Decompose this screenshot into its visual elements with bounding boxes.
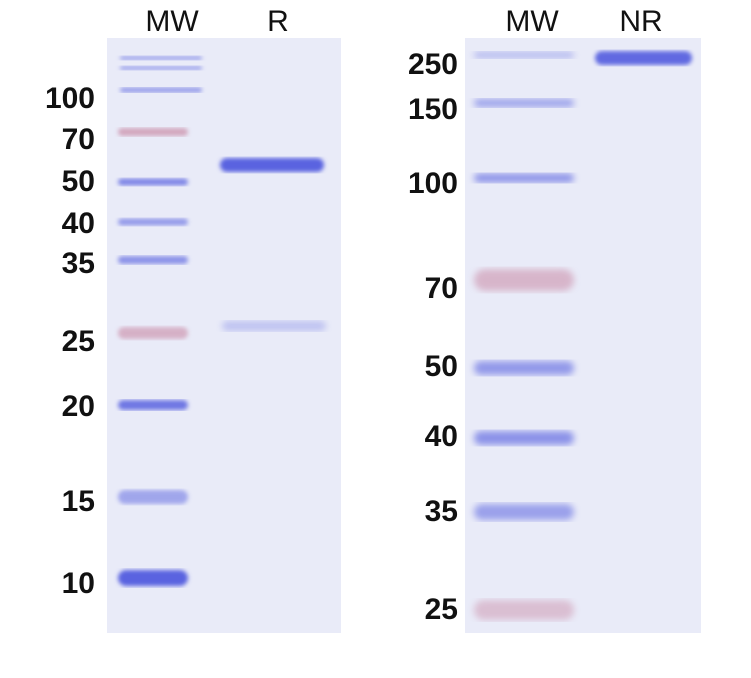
- marker-label-25: 25: [425, 593, 458, 626]
- ladder-band: [118, 178, 188, 186]
- ladder-band: [474, 173, 574, 183]
- marker-label-150: 150: [408, 93, 458, 126]
- ladder-band: [474, 99, 574, 107]
- ladder-band: [474, 269, 574, 291]
- sample-band-nr: [595, 51, 692, 65]
- gel-right: [465, 38, 701, 633]
- marker-label-35: 35: [62, 247, 95, 280]
- sample-band-r-light: [222, 321, 326, 331]
- marker-label-25: 25: [62, 325, 95, 358]
- marker-label-100: 100: [45, 82, 95, 115]
- marker-label-20: 20: [62, 390, 95, 423]
- ladder-band: [120, 87, 202, 93]
- ladder-band: [474, 361, 574, 375]
- lane-label-r: R: [267, 5, 289, 38]
- ladder-band: [474, 600, 574, 620]
- ladder-band: [118, 490, 188, 504]
- sample-band-r-heavy: [220, 158, 324, 172]
- lane-label-mw-right: MW: [505, 5, 559, 38]
- marker-label-100: 100: [408, 167, 458, 200]
- lane-label-nr: NR: [619, 5, 662, 38]
- ladder-band: [474, 431, 574, 445]
- marker-label-35: 35: [425, 495, 458, 528]
- marker-label-40: 40: [425, 420, 458, 453]
- marker-label-10: 10: [62, 567, 95, 600]
- marker-label-50: 50: [62, 165, 95, 198]
- ladder-band: [118, 400, 188, 410]
- marker-label-70: 70: [62, 123, 95, 156]
- marker-label-50: 50: [425, 350, 458, 383]
- ladder-band: [118, 256, 188, 264]
- marker-label-70: 70: [425, 272, 458, 305]
- marker-label-40: 40: [62, 207, 95, 240]
- ladder-band: [474, 504, 574, 520]
- ladder-band: [118, 218, 188, 226]
- ladder-band: [474, 52, 574, 58]
- ladder-band: [118, 327, 188, 339]
- marker-label-15: 15: [62, 485, 95, 518]
- ladder-band: [120, 66, 202, 70]
- ladder-band: [118, 570, 188, 586]
- ladder-band: [120, 56, 202, 60]
- lane-label-mw-left: MW: [145, 5, 199, 38]
- marker-label-250: 250: [408, 48, 458, 81]
- ladder-band: [118, 128, 188, 136]
